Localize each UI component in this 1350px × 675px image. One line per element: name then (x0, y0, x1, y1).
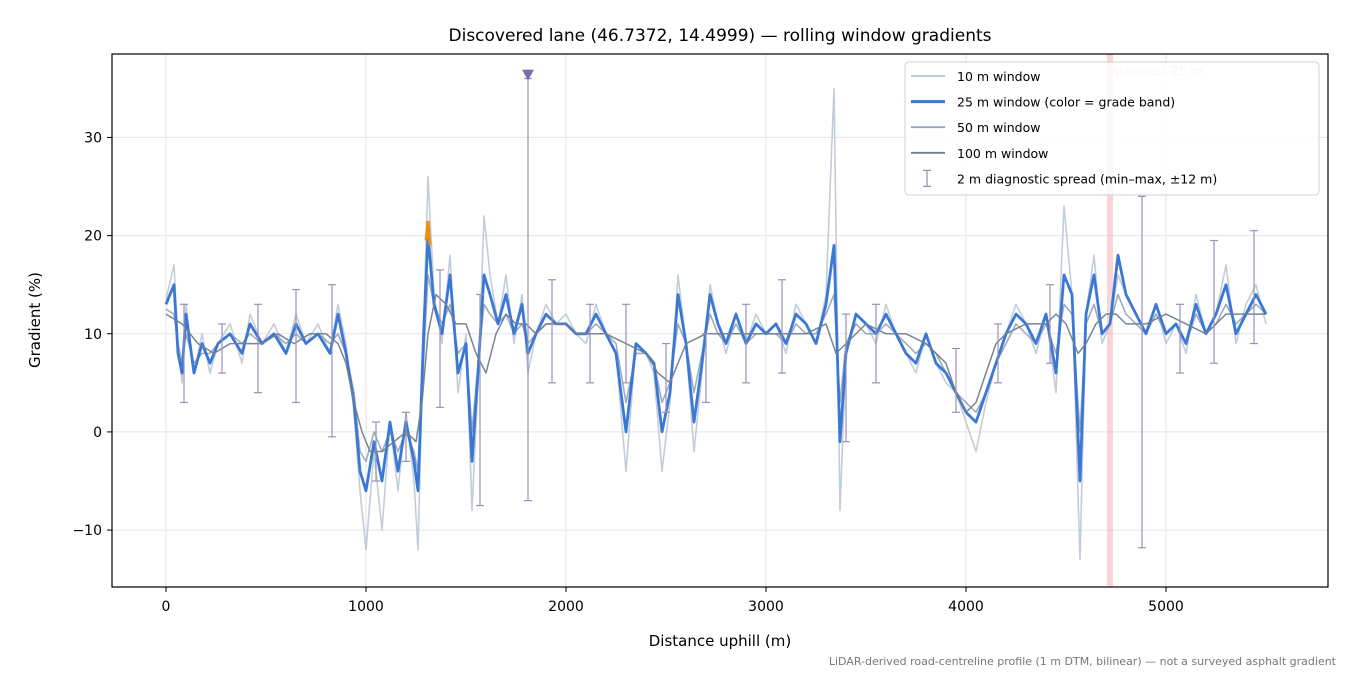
x-tick-label: 5000 (1148, 599, 1184, 615)
legend-item: 25 m window (color = grade band) (911, 95, 1175, 110)
errorbar (952, 347, 960, 413)
errorbar (622, 303, 630, 384)
legend-label: 100 m window (957, 146, 1048, 161)
y-tick-label: −10 (72, 523, 102, 539)
y-tick-label: 0 (93, 425, 102, 441)
errorbar (872, 303, 880, 384)
errorbar (1138, 195, 1146, 549)
x-tick-label: 1000 (348, 599, 384, 615)
legend-box (904, 61, 1320, 196)
y-tick-label: 30 (84, 130, 102, 146)
legend-label: 25 m window (color = grade band) (957, 95, 1175, 110)
errorbar-layer (180, 77, 1258, 549)
x-tick-label: 0 (162, 599, 171, 615)
peak-marker-triangle (522, 69, 534, 81)
legend-label: 50 m window (957, 120, 1040, 135)
legend-label: 2 m diagnostic spread (min–max, ±12 m) (957, 171, 1217, 186)
legend-item: 10 m window (911, 69, 1040, 84)
errorbar (662, 342, 670, 413)
x-axis-label: Distance uphill (m) (649, 632, 791, 650)
x-tick-label: 3000 (748, 599, 784, 615)
axis-ticks: 0 1000 2000 3000 4000 5000 −10 0 10 20 30 (72, 130, 1183, 615)
footnote: LiDAR-derived road-centreline profile (1… (828, 655, 1336, 668)
errorbar (586, 303, 594, 384)
errorbar (742, 303, 750, 384)
errorbar (254, 303, 262, 394)
x-tick-label: 4000 (948, 599, 984, 615)
legend-item: 50 m window (911, 120, 1040, 135)
marker-layer (522, 69, 534, 81)
steep-grade-segment (424, 220, 432, 246)
errorbar (476, 293, 484, 507)
errorbar (180, 303, 188, 404)
errorbar (436, 269, 444, 408)
errorbar (548, 279, 556, 384)
errorbar (1250, 230, 1258, 345)
errorbar (842, 313, 850, 443)
errorbar (994, 323, 1002, 384)
errorbar (778, 279, 786, 374)
errorbar (292, 288, 300, 404)
chart-title: Discovered lane (46.7372, 14.4999) — rol… (449, 26, 992, 46)
errorbar (372, 421, 380, 482)
y-tick-label: 10 (84, 327, 102, 343)
errorbar (702, 333, 710, 404)
errorbar (1176, 303, 1184, 374)
legend-item: 100 m window (911, 146, 1048, 161)
legend: 10 m window 25 m window (color = grade ba… (904, 61, 1320, 196)
errorbar (328, 284, 336, 438)
x-tick-label: 2000 (548, 599, 584, 615)
legend-label: 10 m window (957, 69, 1040, 84)
y-tick-label: 20 (84, 229, 102, 245)
errorbar (1210, 239, 1218, 364)
y-axis-label: Gradient (%) (26, 272, 44, 368)
errorbar (218, 323, 226, 374)
plot-frame (111, 53, 1329, 588)
errorbar (402, 411, 410, 462)
series-line-4 (165, 293, 1266, 453)
series-layer (164, 87, 1268, 561)
errorbar (1046, 284, 1054, 364)
legend-item: 2 m diagnostic spread (min–max, ±12 m) (923, 169, 1217, 188)
